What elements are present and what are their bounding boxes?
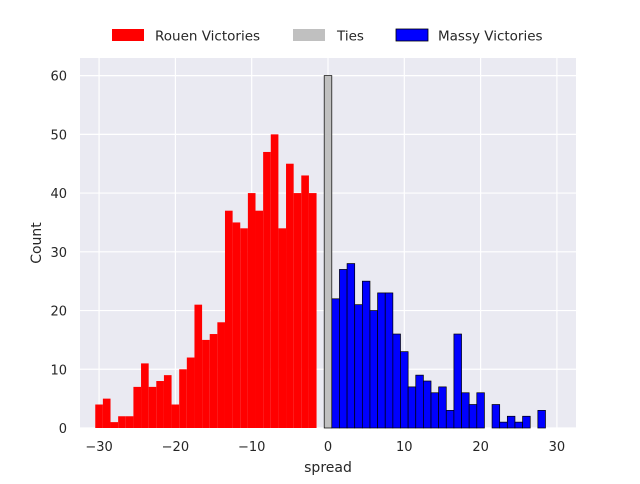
- x-tick-label: −30: [85, 440, 112, 455]
- y-tick-label: 0: [59, 422, 67, 437]
- legend-swatch-massy: [395, 28, 429, 42]
- bars: [95, 75, 546, 429]
- bar: [95, 404, 103, 428]
- bar: [407, 386, 417, 429]
- legend-swatch-rouen: [112, 29, 144, 41]
- bar: [118, 416, 126, 428]
- bar: [323, 75, 333, 429]
- bar: [186, 357, 195, 428]
- bar: [224, 210, 233, 428]
- legend-label-ties: Ties: [336, 29, 364, 45]
- bar: [247, 193, 256, 428]
- bar: [522, 415, 531, 429]
- bar: [156, 381, 164, 428]
- x-ticks: −30 −20 −10 0 10 20 30: [85, 440, 565, 455]
- bar: [476, 392, 485, 429]
- bar: [301, 175, 309, 428]
- bar: [125, 416, 134, 428]
- bar: [392, 333, 401, 429]
- bar: [293, 193, 302, 428]
- bar: [377, 292, 386, 429]
- bar: [263, 151, 271, 428]
- bar: [491, 404, 501, 429]
- bar: [286, 163, 294, 428]
- legend-swatch-ties: [293, 29, 325, 41]
- bar: [400, 351, 409, 429]
- bar: [354, 304, 363, 429]
- y-tick-label: 20: [50, 305, 67, 320]
- bar: [308, 193, 317, 428]
- bar: [438, 386, 447, 429]
- y-ticks: 0 10 20 30 40 50 60: [50, 70, 67, 437]
- y-tick-label: 40: [50, 187, 67, 202]
- bar: [194, 304, 203, 428]
- bar: [171, 404, 180, 428]
- legend-label-rouen: Rouen Victories: [155, 29, 260, 45]
- y-tick-label: 60: [50, 70, 67, 85]
- bar: [339, 269, 348, 429]
- bar: [102, 398, 111, 428]
- bar: [217, 322, 225, 428]
- bar: [415, 374, 424, 429]
- bar: [453, 333, 462, 429]
- bar: [430, 392, 439, 429]
- bar: [209, 334, 218, 428]
- x-tick-label: 20: [472, 440, 489, 455]
- y-axis-label: Count: [29, 222, 45, 264]
- bar: [255, 210, 264, 428]
- bar: [445, 410, 455, 429]
- bar: [141, 363, 149, 428]
- bar: [384, 292, 394, 429]
- bar: [514, 421, 523, 429]
- x-axis-label: spread: [304, 460, 352, 476]
- bar: [163, 375, 172, 428]
- bar: [369, 310, 378, 429]
- x-tick-label: 0: [324, 440, 332, 455]
- bar: [506, 415, 516, 429]
- bar: [179, 369, 187, 428]
- legend-label-massy: Massy Victories: [438, 29, 543, 45]
- x-tick-label: −10: [238, 440, 265, 455]
- bar: [270, 134, 279, 428]
- bar: [133, 386, 142, 428]
- bar: [499, 421, 508, 429]
- bar: [361, 280, 371, 429]
- bar: [331, 298, 340, 429]
- bar: [461, 392, 470, 429]
- y-tick-label: 30: [50, 246, 67, 261]
- bar: [148, 386, 157, 428]
- y-tick-label: 10: [50, 363, 67, 378]
- bar: [110, 422, 119, 428]
- bar: [202, 339, 210, 428]
- x-tick-label: 10: [396, 440, 413, 455]
- y-tick-label: 50: [50, 128, 67, 143]
- bar: [240, 228, 248, 428]
- bar: [423, 380, 432, 429]
- x-tick-label: −20: [162, 440, 189, 455]
- x-tick-label: 30: [549, 440, 566, 455]
- bar: [468, 404, 478, 429]
- bar: [232, 222, 241, 428]
- legend: Rouen Victories Ties Massy Victories: [112, 29, 543, 45]
- bar: [346, 263, 356, 429]
- bar: [278, 228, 287, 428]
- bar: [537, 410, 546, 429]
